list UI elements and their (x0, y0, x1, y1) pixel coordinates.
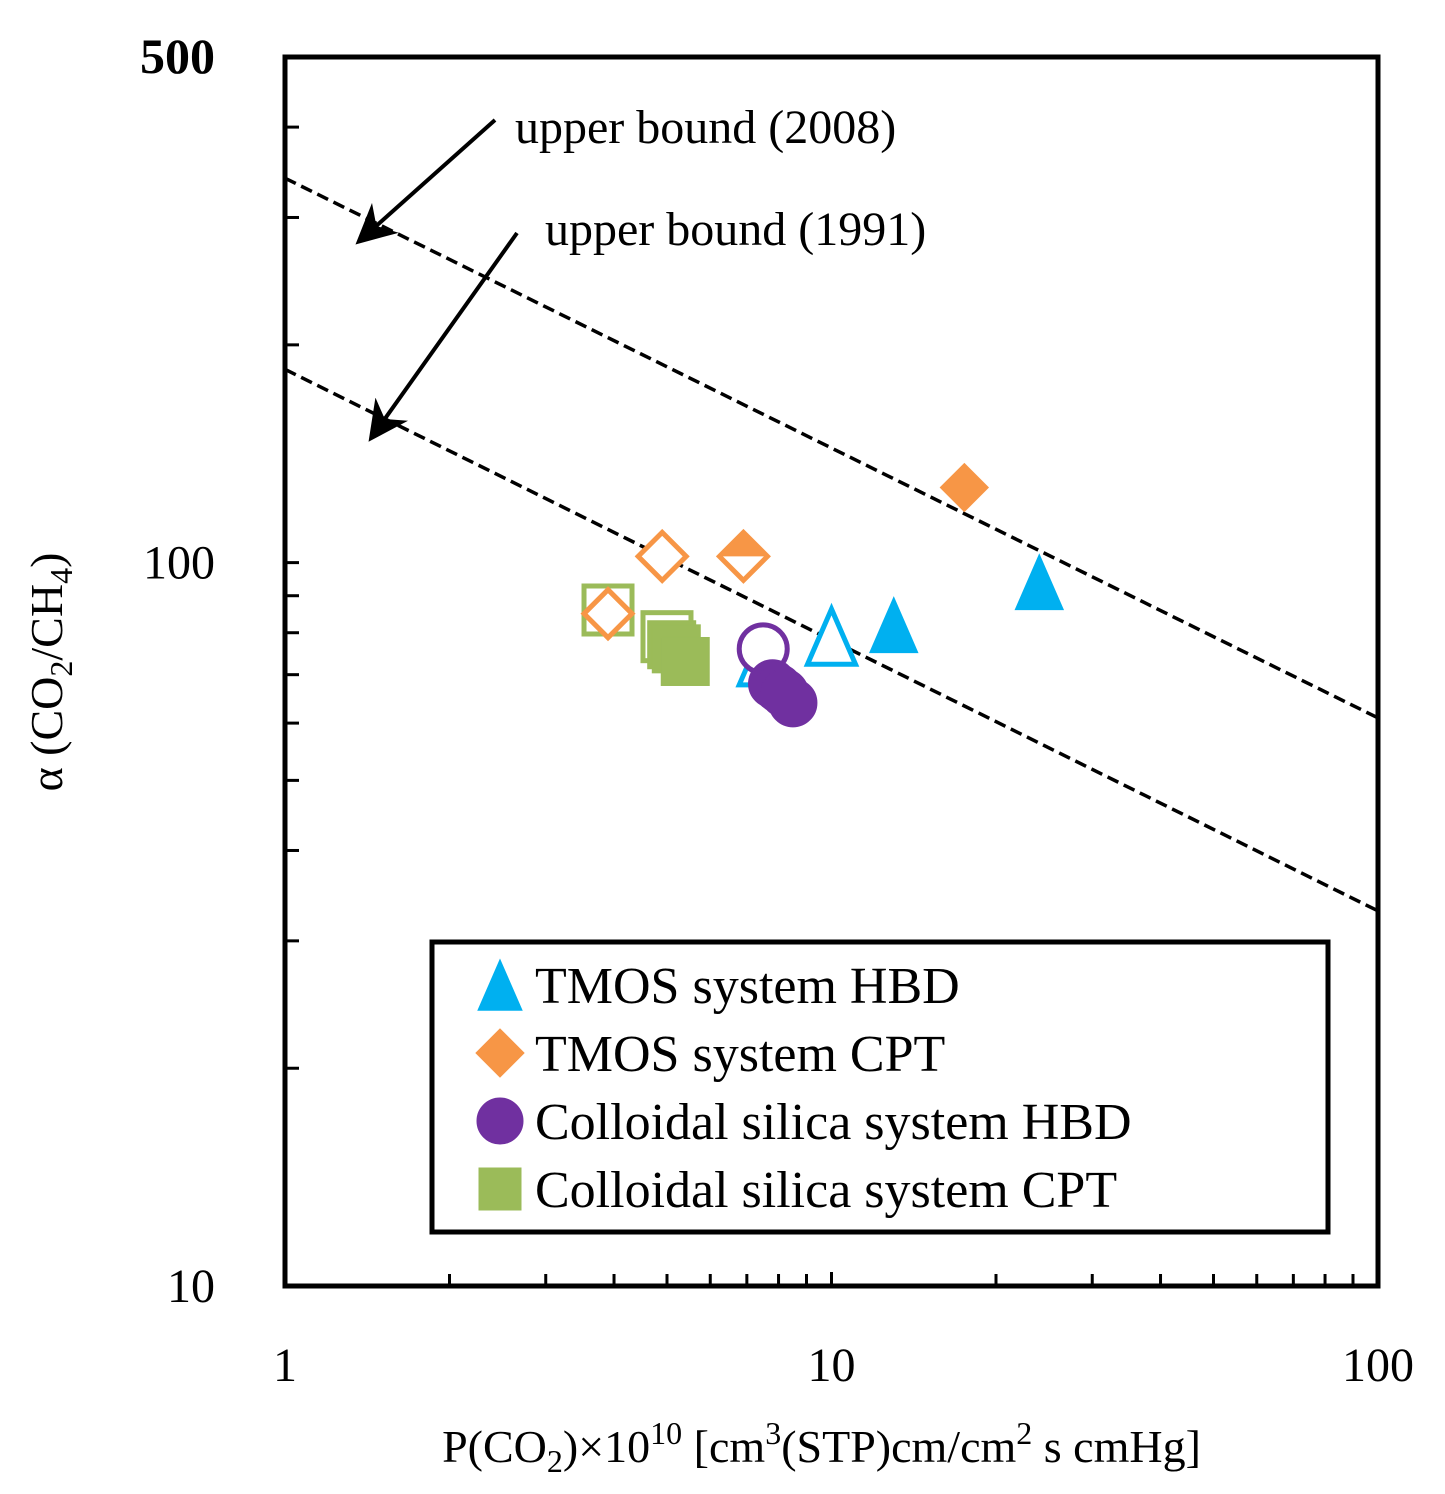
data-points (580, 462, 1065, 728)
legend: TMOS system HBD TMOS system CPT Colloidal … (429, 939, 1331, 1235)
legend-entry-label: Colloidal silica system HBD (535, 1094, 1132, 1151)
triangle-marker (803, 602, 860, 667)
upper-bound-lines (284, 176, 1379, 913)
y-tick-label: 500 (140, 28, 215, 84)
annotation-arrow (355, 118, 497, 245)
y-tick-label: 10 (167, 1260, 215, 1313)
diamond-marker (634, 528, 690, 584)
annotation-label: upper bound (1991) (545, 203, 926, 256)
square-marker (660, 636, 710, 686)
x-tick-label: 10 (808, 1339, 856, 1392)
triangle-marker (869, 596, 919, 654)
triangle-marker (1014, 553, 1065, 611)
diamond-marker (715, 528, 771, 584)
y-axis-ticks: 10 100 500 (140, 28, 299, 1313)
legend-triangle-icon (477, 958, 523, 1011)
legend-square-icon (478, 1167, 522, 1211)
legend-diamond-icon (475, 1028, 525, 1078)
legend-entry-label: TMOS system HBD (535, 958, 960, 1015)
annotations: upper bound (2008) upper bound (1991) (355, 101, 926, 442)
circle-marker (768, 678, 818, 728)
legend-entry-label: Colloidal silica system CPT (535, 1162, 1117, 1219)
legend-entry-label: TMOS system CPT (535, 1026, 945, 1083)
diamond-marker (939, 462, 990, 513)
y-tick-label: 100 (143, 537, 215, 590)
diamond-marker (580, 586, 636, 642)
legend-box (429, 939, 1331, 1235)
upper-bound-line (284, 176, 1379, 720)
legend-circle-icon (476, 1097, 524, 1145)
y-axis-label: α (CO2/CH4) (21, 553, 79, 792)
x-axis-label: P(CO2)×1010 [cm3(STP)cm/cm2 s cmHg] (442, 1415, 1201, 1479)
annotation-arrow (368, 231, 519, 442)
upper-bound-line (284, 367, 1379, 913)
x-axis-ticks: 1 10 100 (273, 1272, 1414, 1392)
x-tick-label: 1 (273, 1339, 297, 1392)
x-tick-label: 100 (1342, 1339, 1414, 1392)
annotation-label: upper bound (2008) (515, 101, 896, 154)
